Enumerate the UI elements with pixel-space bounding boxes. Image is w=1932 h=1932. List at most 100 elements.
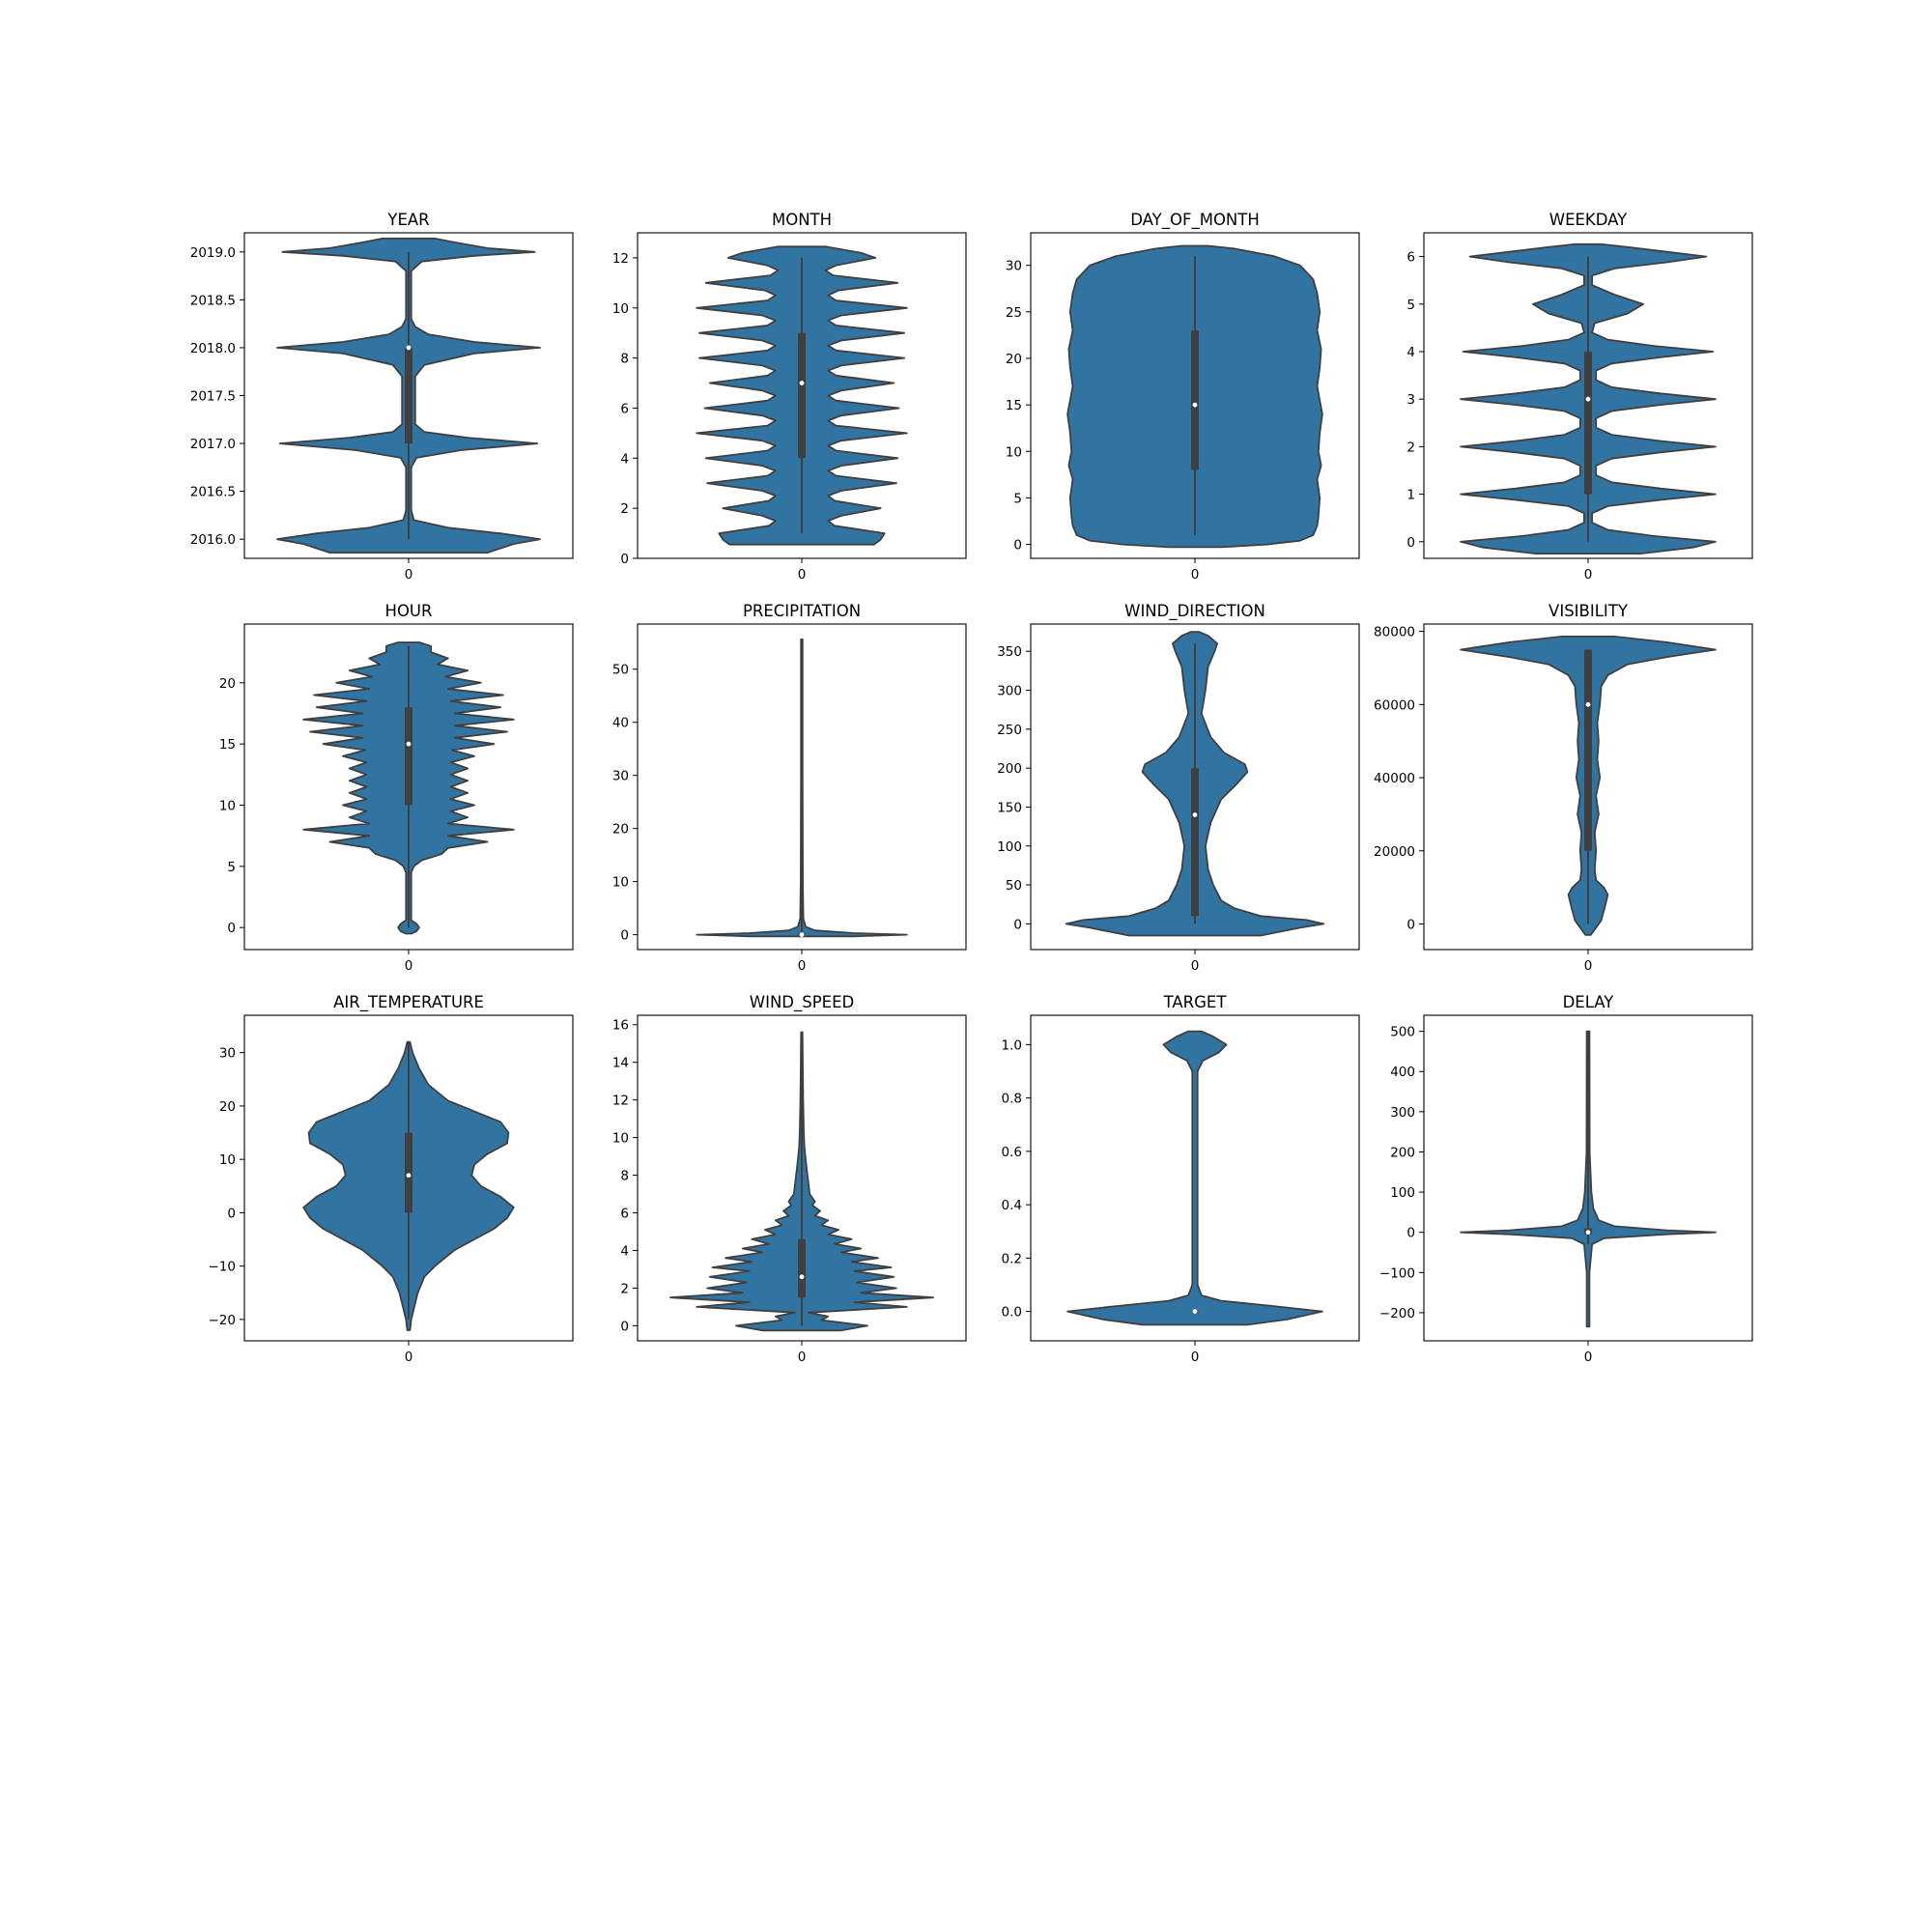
y-tick-label: 30	[612, 769, 629, 784]
y-tick-label: 0.4	[1002, 1198, 1022, 1213]
y-tick-label: 0	[620, 552, 629, 567]
subplot-title: YEAR	[386, 211, 429, 229]
y-tick-label: 250	[997, 723, 1022, 738]
y-tick-label: 50	[1006, 878, 1022, 894]
y-tick-label: 40	[612, 716, 629, 731]
y-tick-label: 0	[1406, 1226, 1415, 1241]
iqr-box	[1584, 649, 1592, 851]
subplot-title: WIND_SPEED	[750, 993, 854, 1012]
y-tick-label: 16	[612, 1018, 629, 1034]
median-point	[1192, 1309, 1198, 1315]
y-tick-label: 6	[620, 1207, 629, 1222]
y-tick-label: 2019.0	[190, 245, 236, 261]
subplot-wind-direction: 0 50 100 150 200 250 300 350 0 WIND_DIRECTION	[997, 602, 1360, 974]
y-tick-label: 2018.0	[190, 341, 236, 356]
x-tick-label: 0	[1191, 1350, 1200, 1365]
median-point	[799, 1274, 805, 1280]
y-tick-label: 20	[612, 822, 629, 838]
y-tick-label: 4	[1406, 345, 1415, 360]
y-tick-label: 20	[219, 1099, 236, 1115]
x-tick-label: 0	[1191, 567, 1200, 582]
y-tick-label: 2018.5	[190, 293, 236, 308]
y-tick-label: 6	[1406, 250, 1415, 266]
y-tick-label: 15	[219, 737, 236, 753]
iqr-box	[405, 347, 412, 444]
subplot-title: VISIBILITY	[1548, 602, 1629, 620]
x-tick-label: 0	[1584, 958, 1593, 974]
y-tick-label: 150	[997, 800, 1022, 815]
y-tick-label: 200	[1390, 1145, 1415, 1160]
y-tick-label: 5	[1406, 298, 1415, 313]
y-tick-label: 0.8	[1002, 1092, 1022, 1107]
median-point	[1585, 396, 1591, 402]
median-point	[1192, 402, 1198, 408]
y-tick-label: 350	[997, 644, 1022, 660]
y-tick-label: 100	[997, 839, 1022, 855]
iqr-box	[405, 1132, 412, 1213]
y-tick-label: 8	[620, 1169, 629, 1184]
y-tick-label: 4	[620, 1243, 629, 1259]
subplot-title: WIND_DIRECTION	[1124, 602, 1265, 621]
y-tick-label: 12	[612, 251, 629, 267]
y-tick-label: 400	[1390, 1065, 1415, 1080]
y-tick-label: 3	[1406, 392, 1415, 408]
y-tick-label: 2	[620, 1281, 629, 1296]
y-tick-label: 2017.0	[190, 437, 236, 452]
y-tick-label: 20	[1006, 352, 1022, 367]
violin-body	[1066, 1030, 1323, 1326]
y-tick-label: 30	[1006, 259, 1022, 274]
y-tick-label: 10	[219, 1152, 236, 1168]
median-point	[1585, 1230, 1591, 1236]
median-point	[799, 381, 805, 385]
subplot-month: 0 2 4 6 8 10 12 0 MONTH	[612, 211, 967, 582]
y-tick-label: 300	[997, 684, 1022, 699]
y-tick-label: 0.6	[1002, 1145, 1022, 1160]
subplot-title: DELAY	[1563, 993, 1615, 1011]
median-point	[406, 1173, 412, 1179]
y-tick-label: 0	[620, 1319, 629, 1334]
y-tick-label: 40000	[1374, 771, 1415, 786]
y-tick-label: 2	[1406, 440, 1415, 455]
y-tick-label: 10	[612, 301, 629, 317]
y-tick-label: 80000	[1374, 625, 1415, 640]
x-tick-label: 0	[798, 958, 807, 974]
median-point	[1192, 812, 1198, 817]
y-tick-label: 6	[620, 401, 629, 416]
iqr-box	[1584, 351, 1592, 495]
subplot-precipitation: 0 10 20 30 40 50 0 PRECIPITATION	[612, 602, 967, 974]
subplot-air-temperature: −20 −10 0 10 20 30 0 AIR_TEMPERATURE	[209, 993, 574, 1365]
iqr-box	[798, 332, 806, 459]
y-tick-label: 20000	[1374, 844, 1415, 860]
subplot-target: 0.0 0.2 0.4 0.6 0.8 1.0 0 TARGET	[1002, 993, 1360, 1365]
y-tick-label: 300	[1390, 1105, 1415, 1121]
y-tick-label: 100	[1390, 1185, 1415, 1201]
y-tick-label: 8	[620, 352, 629, 367]
y-tick-label: 2016.5	[190, 485, 236, 500]
y-tick-label: 10	[612, 1131, 629, 1147]
y-tick-label: 5	[227, 860, 236, 875]
y-tick-label: 0	[1013, 917, 1022, 932]
y-tick-label: 2016.0	[190, 532, 236, 548]
y-tick-label: 10	[612, 875, 629, 891]
y-tick-label: 15	[1006, 398, 1022, 413]
subplot-visibility: 0 20000 40000 60000 80000 0 VISIBILITY	[1374, 602, 1753, 974]
x-tick-label: 0	[798, 567, 807, 582]
y-tick-label: −10	[209, 1260, 237, 1275]
subplot-day-of-month: 0 5 10 15 20 25 30 0 DAY_OF_MONTH	[1006, 211, 1360, 582]
y-tick-label: 10	[1006, 444, 1022, 460]
subplot-title: WEEKDAY	[1549, 211, 1628, 229]
x-tick-label: 0	[1584, 1350, 1593, 1365]
y-tick-label: 0	[227, 921, 236, 936]
y-tick-label: 0.2	[1002, 1251, 1022, 1266]
iqr-box	[798, 1238, 806, 1298]
y-tick-label: 500	[1390, 1025, 1415, 1040]
x-tick-label: 0	[1584, 567, 1593, 582]
y-tick-label: 5	[1013, 491, 1022, 506]
iqr-box	[405, 707, 412, 806]
y-tick-label: 1	[1406, 488, 1415, 503]
y-tick-label: −20	[209, 1313, 237, 1328]
y-tick-label: 2	[620, 501, 629, 517]
subplot-weekday: 0 1 2 3 4 5 6 0 WEEKDAY	[1406, 211, 1753, 582]
y-tick-label: 60000	[1374, 697, 1415, 713]
